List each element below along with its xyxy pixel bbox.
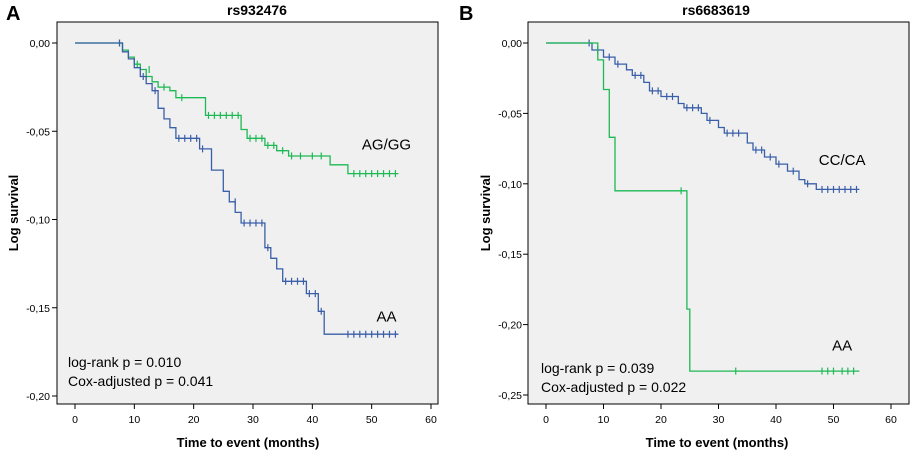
panel-b-logrank-text: log-rank p = 0.039 [541, 360, 654, 376]
panel-a-y-tick-label: 0,00 [30, 38, 51, 50]
panel-b-y-tick-label: -0,15 [498, 249, 522, 261]
panel-b-x-tick-label: 0 [543, 414, 549, 426]
panel-a-cox-text: Cox-adjusted p = 0.041 [68, 373, 213, 389]
panel-b-y-tick-label: -0,25 [498, 390, 522, 402]
panel-a-y-tick-label: -0,20 [26, 391, 50, 403]
panel-a-x-tick-label: 30 [247, 414, 259, 426]
panel-b: B rs6683619 0 10 20 30 40 50 60 0,00 -0,05 -0,10 -… [459, 2, 910, 450]
panel-b-x-tick-label: 20 [655, 414, 667, 426]
panel-b-x-tick-label: 40 [770, 414, 782, 426]
panel-a-title: rs932476 [227, 2, 287, 18]
panel-a-x-axis-title: Time to event (months) [177, 435, 320, 450]
panel-a-x-tick-label: 50 [366, 414, 378, 426]
panel-a-curve-aa [75, 42, 399, 335]
panel-a-x-tick-label: 60 [425, 414, 437, 426]
panel-b-title: rs6683619 [682, 2, 750, 18]
panel-b-series: CC/CA AA [546, 39, 866, 375]
panel-b-y-tick-label: -0,10 [498, 179, 522, 191]
panel-b-series-label-cc-ca: CC/CA [819, 152, 866, 169]
panel-a-y-tick-label: -0,05 [26, 126, 50, 138]
panel-b-y-tick-label: -0,05 [498, 108, 522, 120]
panel-b-letter: B [459, 3, 473, 25]
panel-b-x-tick-label: 50 [828, 414, 840, 426]
panel-b-series-label-aa: AA [832, 338, 852, 355]
panel-a-x-tick-label: 10 [128, 414, 140, 426]
panel-b-plot-area [527, 21, 910, 405]
panel-a-series-label-aa: AA [376, 309, 396, 326]
panel-b-cox-text: Cox-adjusted p = 0.022 [541, 379, 686, 395]
panel-a-x-tick-label: 40 [306, 414, 318, 426]
panel-a-x-tick-label: 20 [188, 414, 200, 426]
panel-a-logrank-text: log-rank p = 0.010 [68, 354, 181, 370]
panel-b-y-axis-title: Log survival [478, 175, 493, 252]
panel-b-axes: 0 10 20 30 40 50 60 0,00 -0,05 -0,10 -0,15 -0,20 -0,… [498, 38, 897, 426]
panel-b-x-tick-label: 30 [713, 414, 725, 426]
panel-a-x-tick-label: 0 [72, 414, 78, 426]
panel-b-x-tick-label: 60 [885, 414, 897, 426]
panel-b-curve-aa [546, 42, 860, 372]
panel-a-series-label-ag-gg: AG/GG [362, 136, 411, 153]
panel-a-y-tick-label: -0,10 [26, 215, 50, 227]
panel-b-x-tick-label: 10 [598, 414, 610, 426]
panel-a-plot-area [56, 21, 439, 405]
panel-b-x-axis-title: Time to event (months) [646, 435, 789, 450]
panel-a-y-tick-label: -0,15 [26, 303, 50, 315]
panel-a-series: AG/GG AA [75, 39, 411, 338]
panel-b-y-tick-label: -0,20 [498, 320, 522, 332]
panel-a-y-axis-title: Log survival [6, 175, 21, 252]
panel-b-y-tick-label: 0,00 [502, 38, 523, 50]
panel-a: A rs932476 0 10 20 30 40 50 60 0,00 -0,05 -0,10 -0… [6, 2, 439, 450]
panel-a-axes: 0 10 20 30 40 50 60 0,00 -0,05 -0,10 -0,15 -0,20 [26, 38, 437, 426]
panel-b-curve-cc-ca [546, 42, 860, 191]
panel-a-letter: A [6, 3, 20, 25]
